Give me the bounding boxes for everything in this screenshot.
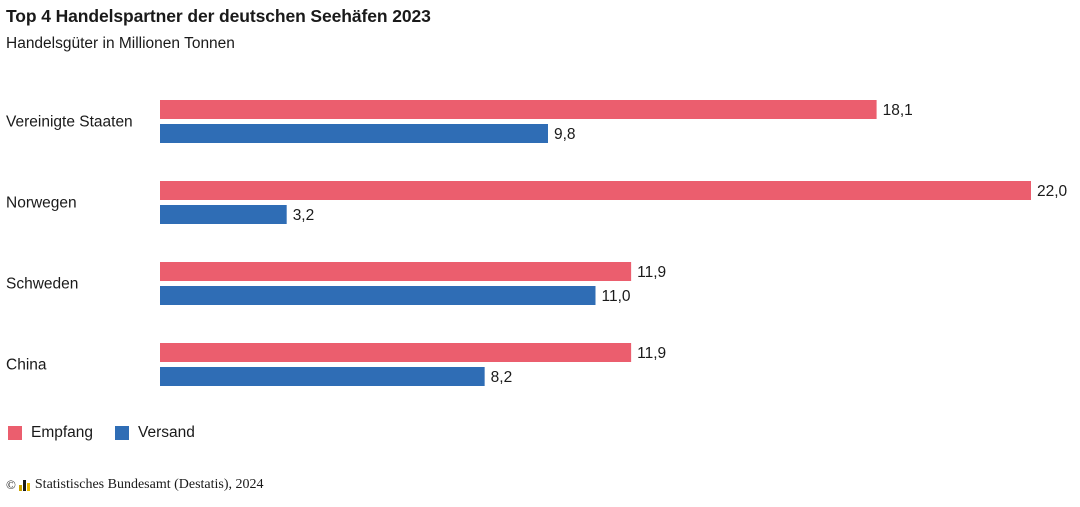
bar-versand-vereinigte-staaten: [160, 124, 548, 143]
bar-empfang-vereinigte-staaten: [160, 100, 877, 119]
value-label-empfang-vereinigte-staaten: 18,1: [883, 102, 913, 119]
source-footer: © Statistisches Bundesamt (Destatis), 20…: [6, 477, 264, 493]
value-label-versand-china: 8,2: [491, 369, 513, 386]
legend-label-empfang: Empfang: [31, 424, 94, 441]
legend-item-empfang: Empfang: [8, 424, 93, 442]
legend-label-versand: Versand: [138, 424, 195, 441]
category-label-schweden: Schweden: [6, 276, 78, 293]
destatis-logo-icon: [18, 479, 31, 491]
legend-swatch-versand: [115, 426, 130, 440]
legend-swatch-empfang: [8, 426, 22, 440]
copyright-symbol: ©: [6, 477, 16, 492]
bar-empfang-norwegen: [160, 181, 1031, 200]
value-label-versand-schweden: 11,0: [602, 288, 631, 305]
value-label-versand-norwegen: 3,2: [293, 207, 315, 224]
value-label-empfang-china: 11,9: [637, 345, 666, 362]
chart-title: Top 4 Handelspartner der deutschen Seehä…: [6, 6, 431, 26]
bar-versand-china: [160, 367, 485, 386]
bar-versand-schweden: [160, 286, 596, 305]
legend: Empfang Versand: [8, 424, 217, 442]
category-label-china: China: [6, 357, 47, 374]
value-label-empfang-norwegen: 22,0: [1037, 183, 1068, 200]
bar-empfang-china: [160, 343, 632, 362]
category-label-norwegen: Norwegen: [6, 195, 77, 212]
chart-subtitle: Handelsgüter in Millionen Tonnen: [6, 35, 235, 52]
legend-item-versand: Versand: [115, 424, 195, 442]
bar-empfang-schweden: [160, 262, 632, 281]
bar-versand-norwegen: [160, 205, 287, 224]
value-label-versand-vereinigte-staaten: 9,8: [554, 126, 576, 143]
source-text: Statistisches Bundesamt (Destatis), 2024: [34, 477, 264, 492]
category-label-vereinigte-staaten: Vereinigte Staaten: [6, 114, 133, 131]
value-label-empfang-schweden: 11,9: [637, 264, 666, 281]
